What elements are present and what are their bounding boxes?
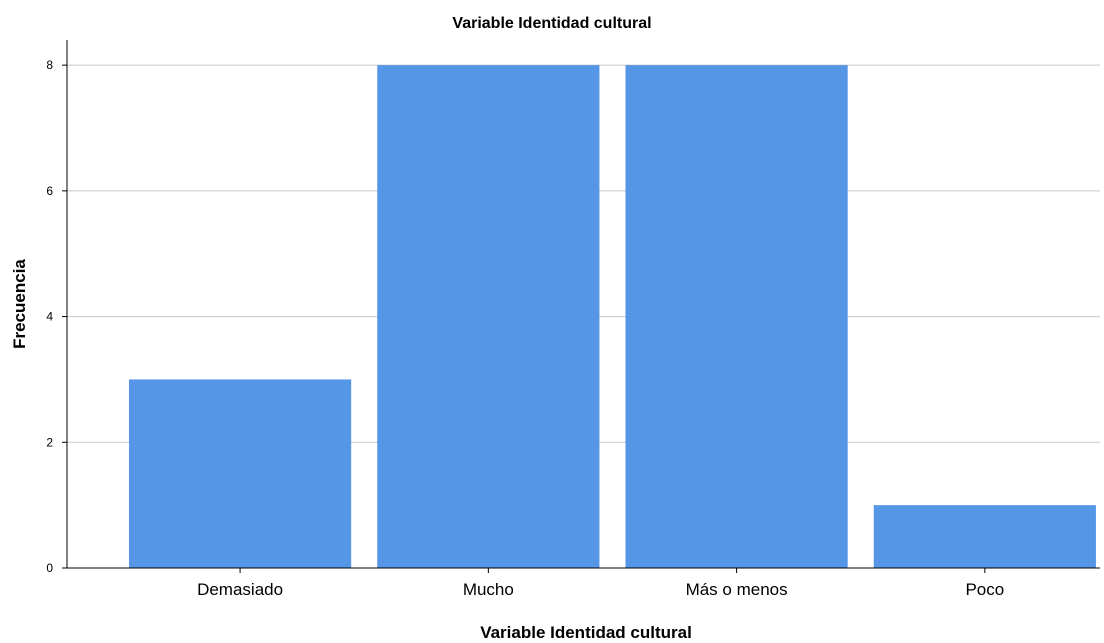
x-tick-label: Mucho [463,580,514,599]
x-tick-label: Poco [965,580,1004,599]
y-tick-label: 0 [46,561,53,575]
x-tick-label: Demasiado [197,580,283,599]
bar-poco [873,505,1096,568]
y-tick-label: 6 [46,184,53,198]
y-tick-label: 4 [46,310,53,324]
x-tick-label: Más o menos [686,580,788,599]
y-tick-label: 2 [46,435,53,449]
axes [66,40,1100,569]
bar-m-s-o-menos [625,65,848,569]
y-ticks: 0 2 4 6 8 [46,58,67,575]
bar-demasiado [129,379,352,568]
x-ticks: Demasiado Mucho Más o menos Poco [197,568,1004,599]
x-axis-label: Variable Identidad cultural [480,623,692,642]
bar-mucho [377,65,600,569]
chart-title: Variable Identidad cultural [452,15,651,32]
y-tick-label: 8 [46,58,53,72]
y-axis-label: Frecuencia [10,259,29,349]
bars [129,65,1096,569]
